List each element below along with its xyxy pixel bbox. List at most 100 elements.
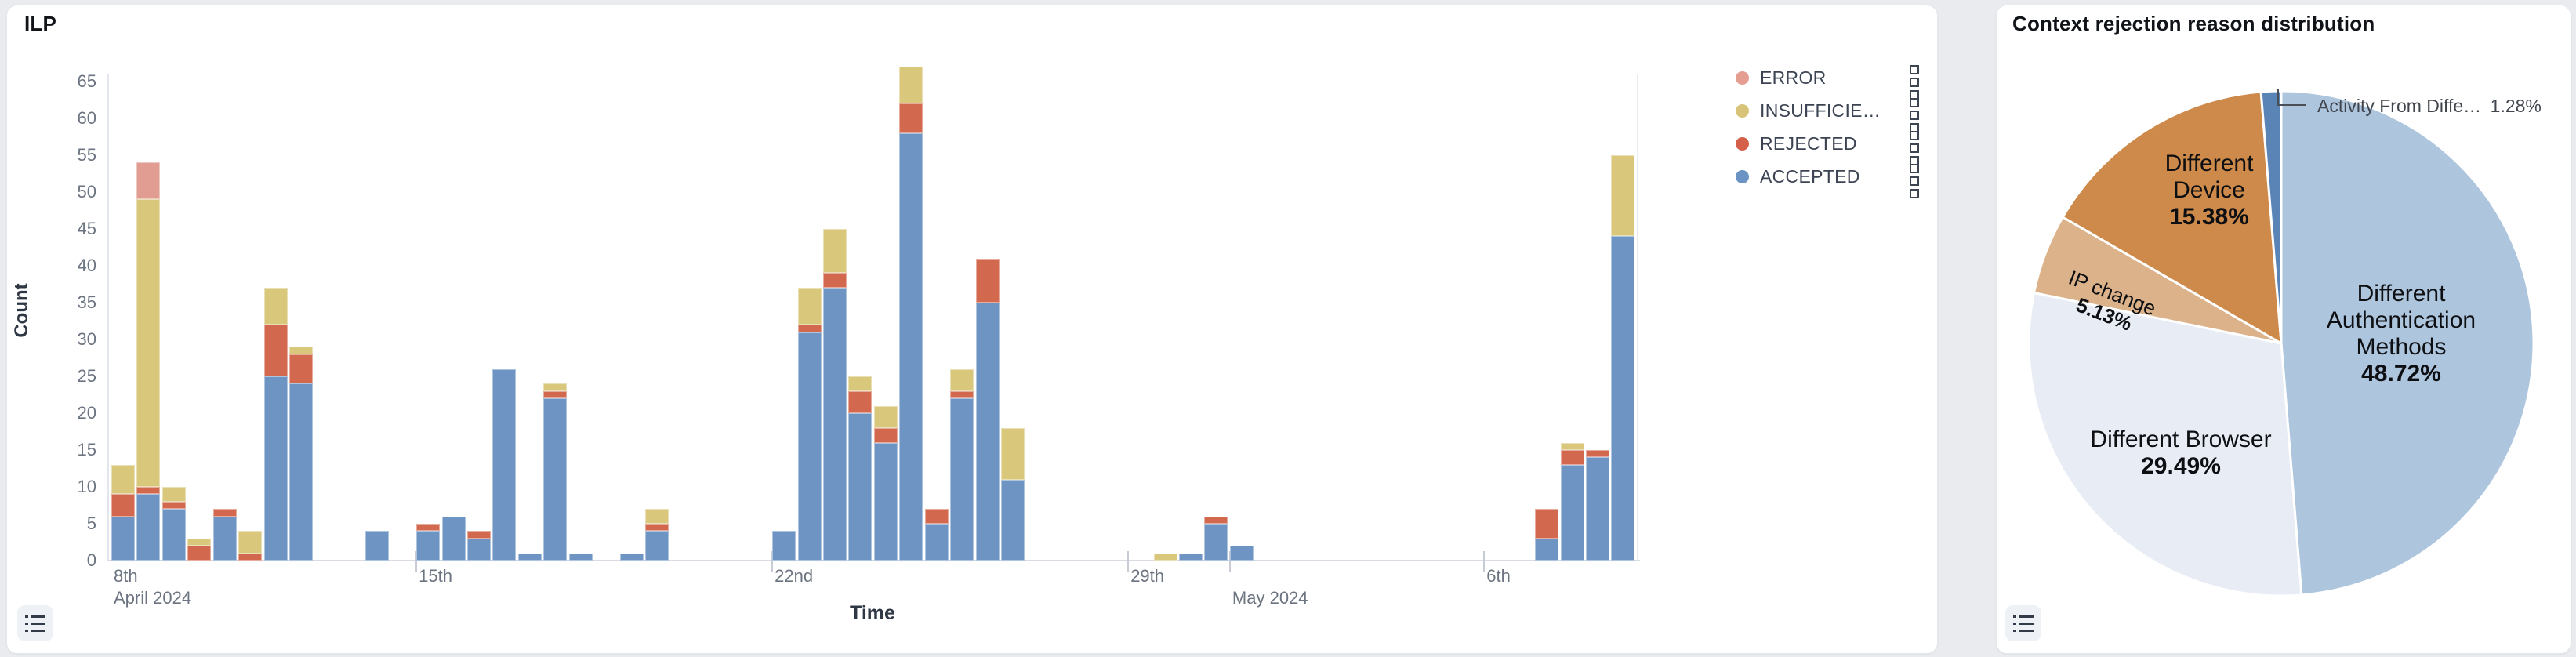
- legend-item-accepted[interactable]: ACCEPTED: [1736, 163, 1860, 190]
- ilp-legend-toggle-button[interactable]: [17, 605, 53, 641]
- accepted-segment: [797, 332, 822, 561]
- rejected-segment: [416, 524, 441, 532]
- bar-may-1-am[interactable]: [1229, 546, 1254, 561]
- legend-dot: [1736, 103, 1749, 118]
- insufficient-segment: [1001, 427, 1025, 480]
- rejected-segment: [975, 258, 1000, 303]
- bar-apr-16-am[interactable]: [467, 531, 492, 561]
- x-tick-mark: [1127, 551, 1130, 572]
- bar-apr-19-am[interactable]: [619, 553, 644, 561]
- pie-legend-toggle-button[interactable]: [2005, 605, 2041, 641]
- insufficient-segment: [873, 405, 898, 428]
- insufficient-segment: [797, 288, 822, 325]
- insufficient-segment: [899, 67, 923, 104]
- accepted-segment: [543, 398, 568, 561]
- bar-apr-10-am[interactable]: [161, 487, 186, 561]
- legend-item-rejected[interactable]: REJECTED: [1736, 130, 1857, 157]
- legend-dot: [1736, 169, 1749, 183]
- bar-apr-9-am[interactable]: [111, 464, 135, 561]
- bar-may-8-am[interactable]: [1585, 450, 1609, 561]
- pie-chart: [2027, 89, 2535, 597]
- rejected-segment: [238, 553, 263, 561]
- bar-may-8-pm[interactable]: [1611, 155, 1635, 561]
- bar-apr-26-am[interactable]: [975, 258, 1000, 561]
- rejected-segment: [543, 390, 568, 399]
- y-tick-label: 30: [77, 329, 96, 349]
- bar-apr-9-pm[interactable]: [136, 162, 161, 561]
- accepted-segment: [1179, 553, 1203, 561]
- bar-apr-18-am[interactable]: [568, 553, 593, 561]
- y-tick-label: 55: [77, 145, 96, 165]
- bar-apr-12-pm[interactable]: [289, 347, 313, 561]
- y-tick-label: 40: [77, 256, 96, 275]
- legend-item-insufficie[interactable]: INSUFFICIE…: [1736, 97, 1881, 124]
- legend-kebab-icon[interactable]: [1910, 65, 1921, 100]
- bar-apr-12-am[interactable]: [263, 288, 288, 561]
- pie-slice-different-authentication-methods[interactable]: [2280, 89, 2535, 597]
- pie-slice-activity-from-diffe-[interactable]: [2259, 89, 2283, 345]
- x-tick-mark: [771, 551, 774, 572]
- rejected-segment: [1204, 516, 1228, 524]
- bar-apr-15-pm[interactable]: [441, 516, 466, 561]
- bar-apr-22-pm[interactable]: [797, 288, 822, 561]
- bar-apr-30-pm[interactable]: [1204, 516, 1228, 561]
- accepted-segment: [1585, 457, 1609, 561]
- accepted-segment: [517, 553, 542, 561]
- y-tick-label: 5: [86, 514, 96, 533]
- bar-apr-17-pm[interactable]: [543, 383, 568, 561]
- insufficient-segment: [263, 288, 288, 325]
- bar-may-7-am[interactable]: [1535, 509, 1559, 561]
- bar-apr-29-pm[interactable]: [1153, 553, 1177, 561]
- x-tick-mark: [1228, 551, 1231, 572]
- bar-apr-22-am[interactable]: [772, 531, 796, 561]
- rejected-segment: [289, 354, 313, 384]
- accepted-segment: [1535, 538, 1559, 561]
- legend-dot: [1736, 71, 1749, 85]
- bar-may-7-pm[interactable]: [1560, 442, 1584, 561]
- bar-apr-17-am[interactable]: [517, 553, 542, 561]
- legend-item-error[interactable]: ERROR: [1736, 64, 1827, 91]
- bar-apr-10-pm[interactable]: [187, 538, 212, 561]
- bar-apr-24-am[interactable]: [873, 405, 898, 561]
- pie-slice-different-browser[interactable]: [2027, 291, 2303, 597]
- bar-apr-11-pm[interactable]: [238, 531, 263, 561]
- y-tick-label: 15: [77, 440, 96, 459]
- x-tick-mark: [1483, 551, 1486, 572]
- bar-apr-26-pm[interactable]: [1001, 427, 1025, 561]
- x-tick-label: May 2024: [1232, 588, 1308, 608]
- pie-slice-different-device[interactable]: [2061, 90, 2283, 345]
- legend-label: ACCEPTED: [1760, 165, 1860, 187]
- bar-apr-16-pm[interactable]: [492, 368, 517, 561]
- accepted-segment: [365, 531, 390, 561]
- accepted-segment: [1204, 523, 1228, 561]
- insufficient-segment: [848, 376, 873, 391]
- accepted-segment: [848, 413, 873, 561]
- bar-apr-30-am[interactable]: [1179, 553, 1203, 561]
- bar-apr-25-am[interactable]: [924, 509, 949, 561]
- bar-apr-24-pm[interactable]: [899, 67, 923, 561]
- bar-apr-19-pm[interactable]: [645, 509, 669, 561]
- bar-apr-15-am[interactable]: [416, 524, 441, 561]
- legend-label: INSUFFICIE…: [1760, 100, 1881, 121]
- legend-kebab-icon[interactable]: [1910, 164, 1921, 198]
- insufficient-segment: [1560, 442, 1584, 450]
- accepted-segment: [111, 516, 135, 561]
- insufficient-segment: [238, 531, 263, 554]
- legend-kebab-icon[interactable]: [1910, 131, 1921, 165]
- legend-kebab-icon[interactable]: [1910, 98, 1921, 132]
- accepted-segment: [289, 383, 313, 561]
- insufficient-segment: [136, 199, 161, 487]
- rejected-segment: [899, 103, 923, 133]
- accepted-segment: [772, 531, 796, 561]
- rejected-segment: [136, 486, 161, 495]
- accepted-segment: [924, 523, 949, 561]
- insufficient-segment: [289, 347, 313, 354]
- bar-apr-14-am[interactable]: [365, 531, 390, 561]
- pie-callout-label: Activity From Diffe… 1.28%: [2317, 96, 2542, 116]
- x-tick-label: 15th: [419, 566, 452, 586]
- bar-apr-11-am[interactable]: [212, 509, 237, 561]
- bar-apr-23-pm[interactable]: [848, 376, 873, 561]
- bar-apr-23-am[interactable]: [823, 229, 847, 561]
- rejected-segment: [645, 523, 669, 532]
- bar-apr-25-pm[interactable]: [950, 368, 974, 561]
